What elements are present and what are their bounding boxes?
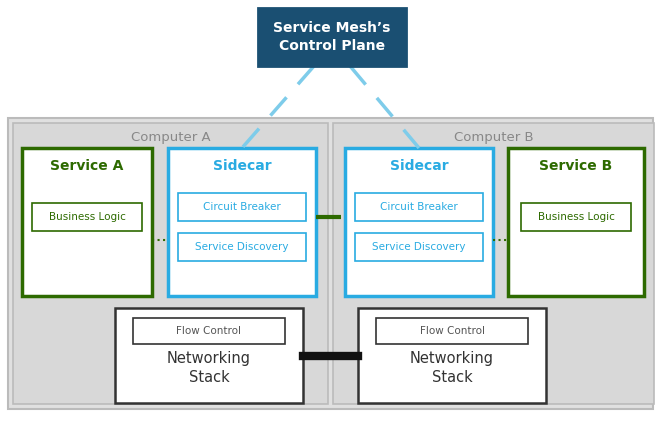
Text: Flow Control: Flow Control [420, 326, 485, 336]
Text: Computer B: Computer B [453, 131, 533, 144]
Text: Service Mesh’s
Control Plane: Service Mesh’s Control Plane [273, 21, 391, 53]
Text: Circuit Breaker: Circuit Breaker [203, 202, 281, 212]
Bar [178, 233, 306, 261]
Bar [508, 148, 644, 296]
Text: Service B: Service B [539, 159, 613, 173]
Bar [8, 118, 653, 409]
Text: Business Logic: Business Logic [48, 212, 126, 222]
Bar [355, 233, 483, 261]
Bar [115, 308, 303, 403]
Bar [258, 8, 406, 66]
Bar [345, 148, 493, 296]
Text: Computer A: Computer A [131, 131, 210, 144]
Bar [133, 318, 285, 344]
Text: Flow Control: Flow Control [176, 326, 241, 336]
Text: Networking
Stack: Networking Stack [167, 351, 251, 385]
Text: Circuit Breaker: Circuit Breaker [380, 202, 458, 212]
Bar [168, 148, 316, 296]
Text: Sidecar: Sidecar [213, 159, 271, 173]
Bar [521, 203, 631, 231]
Text: Sidecar: Sidecar [390, 159, 448, 173]
Text: Business Logic: Business Logic [537, 212, 615, 222]
Text: Networking
Stack: Networking Stack [410, 351, 494, 385]
Bar [333, 123, 654, 404]
Text: Service Discovery: Service Discovery [372, 242, 466, 252]
Bar [355, 193, 483, 221]
Bar [178, 193, 306, 221]
Bar [32, 203, 142, 231]
Text: Service A: Service A [50, 159, 124, 173]
Text: Service Discovery: Service Discovery [195, 242, 289, 252]
Bar [13, 123, 328, 404]
Bar [376, 318, 528, 344]
Bar [22, 148, 152, 296]
Bar [358, 308, 546, 403]
